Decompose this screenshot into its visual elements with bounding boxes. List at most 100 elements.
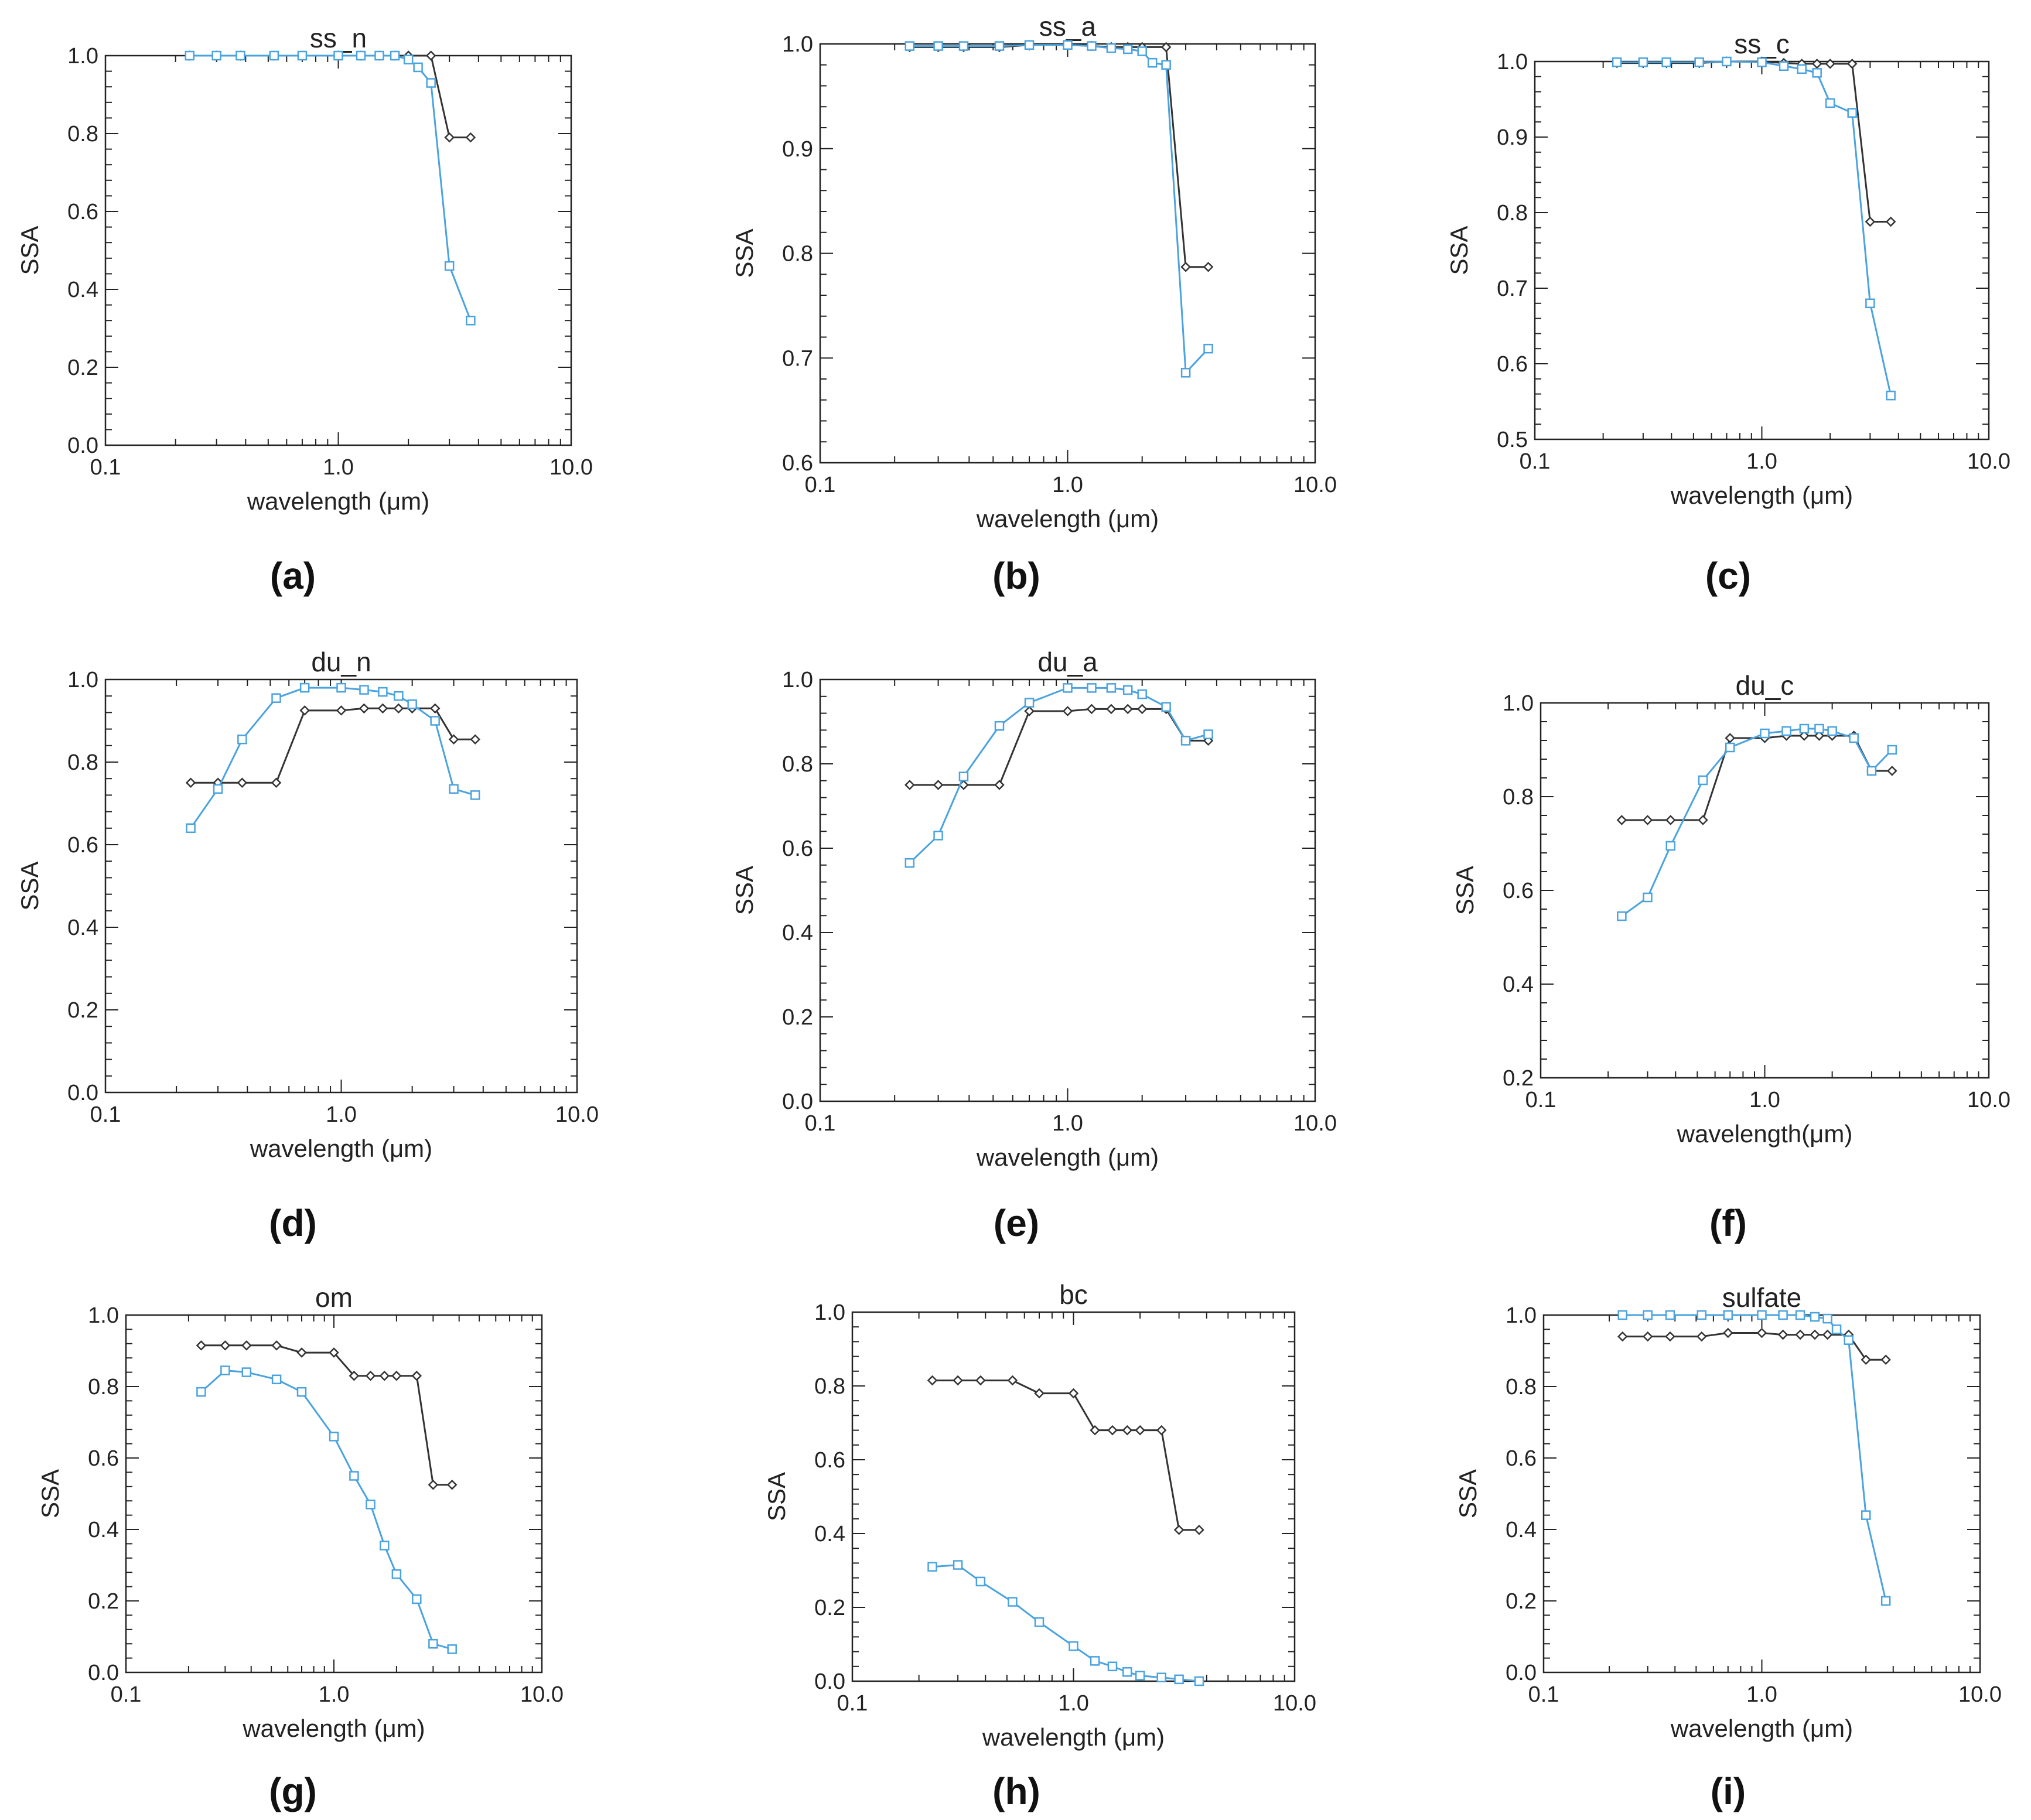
- data-point-square: [1643, 892, 1653, 903]
- y-tick-label: 1.0: [1503, 691, 1534, 716]
- data-point-square: [241, 1367, 252, 1377]
- data-point-diamond: [1136, 704, 1148, 715]
- series-blue: [186, 682, 480, 834]
- data-point-square: [447, 1644, 457, 1654]
- data-point-square: [1814, 723, 1824, 734]
- data-point-square: [1725, 742, 1735, 753]
- data-point-diamond: [444, 132, 455, 143]
- data-point-diamond: [1665, 1331, 1675, 1342]
- y-tick-label: 0.2: [814, 1596, 845, 1620]
- y-tick-label: 0.8: [67, 750, 98, 775]
- data-point-square: [380, 1541, 390, 1551]
- x-tick-label: 1.0: [319, 1682, 350, 1707]
- data-point-square: [297, 50, 308, 61]
- y-tick-label: 1.0: [67, 668, 98, 692]
- chart-title: om: [315, 1282, 353, 1313]
- y-axis-label: SSA: [1454, 1469, 1482, 1518]
- data-point-square: [1638, 57, 1648, 67]
- series-black: [927, 1375, 1204, 1535]
- data-point-square: [1161, 60, 1171, 70]
- data-point-square: [237, 734, 247, 745]
- y-axis-label: SSA: [731, 228, 758, 278]
- data-point-square: [994, 41, 1005, 51]
- data-point-diamond: [1122, 1425, 1133, 1436]
- series-line-blue: [909, 44, 1209, 375]
- y-tick-label: 0.2: [1503, 1066, 1534, 1091]
- series-blue: [904, 683, 1213, 868]
- y-tick-label: 0.9: [1497, 125, 1528, 150]
- data-point-diamond: [1180, 261, 1191, 272]
- y-axis: 0.0 0.2 0.4 0.6 0.8 1.0: [782, 668, 1315, 1114]
- y-tick-label: 0.6: [67, 200, 98, 224]
- panel-label: (g): [269, 1770, 317, 1812]
- data-point-square: [391, 1569, 402, 1579]
- data-point-square: [1617, 1310, 1627, 1320]
- data-point-diamond: [1697, 1331, 1707, 1342]
- data-point-diamond: [933, 780, 944, 790]
- data-point-diamond: [927, 1375, 938, 1386]
- data-point-diamond: [1617, 1331, 1628, 1342]
- y-tick-label: 0.2: [67, 998, 98, 1023]
- data-point-diamond: [1777, 1329, 1788, 1340]
- data-point-square: [366, 1500, 376, 1510]
- series-black: [1616, 730, 1897, 825]
- data-point-diamond: [470, 734, 480, 745]
- data-point-square: [1847, 108, 1857, 118]
- chart-panel-b: 0.1 1.0 10.0 0.6 0.7 0.8 0.9 1.0 ss_a wavelength …: [731, 11, 1337, 597]
- data-point-diamond: [241, 1340, 252, 1351]
- data-point-square: [1665, 1310, 1675, 1320]
- series-black: [185, 50, 476, 143]
- chart-panel-i: 0.1 1.0 10.0 0.0 0.2 0.4 0.6 0.8 1.0 sulfate wavel…: [1454, 1282, 2002, 1812]
- x-axis: 0.1 1.0 10.0: [90, 56, 593, 480]
- data-point-diamond: [1135, 1425, 1145, 1436]
- chart-panel-c: 0.1 1.0 10.0 0.5 0.6 0.7 0.8 0.9 1.0 ss_c waveleng…: [1445, 29, 2010, 597]
- y-tick-label: 0.4: [1503, 972, 1534, 997]
- panel-label: (d): [269, 1202, 317, 1244]
- data-point-square: [271, 1374, 282, 1385]
- data-point-square: [1866, 766, 1877, 776]
- data-point-square: [1008, 1597, 1018, 1607]
- data-point-square: [1034, 1617, 1044, 1627]
- data-point-square: [336, 682, 346, 693]
- series-line-black: [909, 43, 1209, 268]
- chart-panel-a: 0.1 1.0 10.0 0.0 0.2 0.4 0.6 0.8 1.0 ss_n waveleng…: [16, 23, 593, 597]
- data-point-square: [413, 62, 423, 73]
- series-black: [1617, 1327, 1891, 1365]
- data-point-diamond: [271, 777, 282, 788]
- y-tick-label: 0.0: [67, 433, 98, 458]
- series-line-blue: [1622, 1314, 1887, 1602]
- series-line-black: [932, 1379, 1199, 1531]
- data-point-square: [186, 823, 196, 834]
- y-tick-label: 0.0: [814, 1669, 845, 1694]
- data-point-square: [374, 50, 384, 61]
- data-point-square: [1812, 68, 1822, 78]
- plot-frame: [104, 54, 572, 446]
- x-tick-label: 10.0: [1293, 1111, 1337, 1136]
- series-blue: [196, 1365, 457, 1654]
- data-point-square: [213, 784, 223, 794]
- data-point-square: [1090, 1656, 1100, 1666]
- y-axis-label: SSA: [1445, 226, 1473, 275]
- data-point-square: [933, 831, 943, 841]
- data-point-square: [1760, 728, 1770, 739]
- y-tick-label: 0.2: [88, 1589, 119, 1614]
- data-point-diamond: [1007, 1375, 1018, 1386]
- data-point-diamond: [1107, 1425, 1118, 1436]
- y-tick-label: 0.6: [67, 833, 98, 858]
- panel-label: (e): [994, 1202, 1039, 1244]
- data-point-square: [1810, 1312, 1820, 1322]
- y-tick-label: 1.0: [1506, 1303, 1537, 1328]
- chart-title: du_n: [311, 647, 371, 677]
- y-tick-label: 0.8: [782, 752, 813, 777]
- x-tick-label: 0.1: [805, 473, 836, 497]
- x-axis: 0.1 1.0 10.0: [111, 1315, 564, 1707]
- series-line-blue: [1621, 728, 1893, 917]
- data-point-square: [1612, 57, 1622, 67]
- data-point-square: [1063, 683, 1073, 693]
- data-point-diamond: [1642, 1331, 1653, 1342]
- x-axis: 0.1 1.0 10.0: [1520, 62, 2010, 474]
- x-axis: 0.1 1.0 10.0: [805, 679, 1337, 1136]
- data-point-square: [430, 716, 440, 726]
- chart-panel-h: 0.1 1.0 10.0 0.0 0.2 0.4 0.6 0.8 1.0 bc wavelength…: [763, 1279, 1316, 1812]
- data-point-diamond: [904, 780, 915, 790]
